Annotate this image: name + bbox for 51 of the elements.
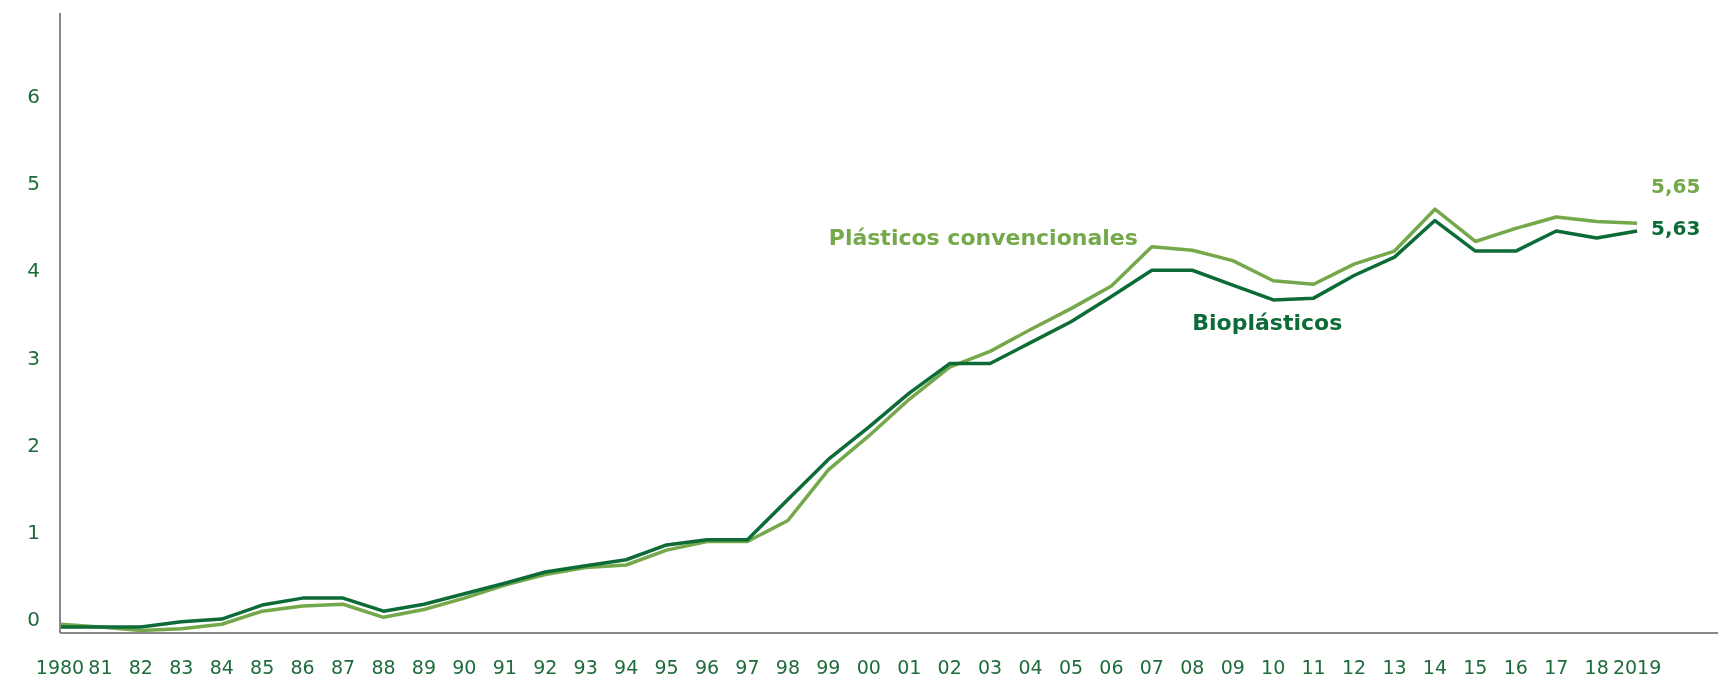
y-tick-label: 0 xyxy=(27,607,40,632)
series-label: Bioplásticos xyxy=(1192,310,1343,336)
x-tick-label: 93 xyxy=(573,656,598,679)
x-tick-label: 82 xyxy=(128,656,153,679)
x-tick-label: 94 xyxy=(614,656,639,679)
x-tick-label: 1980 xyxy=(35,656,85,679)
x-tick-label: 89 xyxy=(411,656,437,679)
annotation: 5,63 xyxy=(1651,216,1701,240)
x-tick-label: 00 xyxy=(856,656,881,679)
x-tick-label: 86 xyxy=(290,656,315,679)
x-tick-label: 91 xyxy=(492,656,517,679)
x-tick-label: 98 xyxy=(775,656,800,679)
y-tick-label: 3 xyxy=(27,345,40,370)
x-tick-label: 97 xyxy=(735,656,760,679)
series-label: Plásticos convencionales xyxy=(828,224,1138,250)
x-tick-label: 16 xyxy=(1503,656,1528,679)
y-tick-label: 4 xyxy=(27,258,40,283)
x-tick-label: 07 xyxy=(1139,656,1164,679)
x-tick-label: 13 xyxy=(1382,656,1407,679)
x-tick-label: 08 xyxy=(1180,656,1205,679)
x-tick-label: 02 xyxy=(937,656,962,679)
x-tick-label: 84 xyxy=(209,656,234,679)
x-tick-label: 15 xyxy=(1463,656,1488,679)
x-tick-label: 96 xyxy=(694,656,720,679)
x-tick-label: 17 xyxy=(1544,656,1569,679)
x-tick-label: 10 xyxy=(1261,656,1286,679)
x-tick-label: 2019 xyxy=(1612,656,1662,679)
x-tick-label: 04 xyxy=(1018,656,1043,679)
x-tick-label: 18 xyxy=(1584,656,1609,679)
x-tick-label: 03 xyxy=(978,656,1003,679)
x-tick-label: 11 xyxy=(1301,656,1326,679)
x-tick-label: 85 xyxy=(250,656,275,679)
y-tick-label: 6 xyxy=(27,83,40,108)
annotation: 5,65 xyxy=(1651,174,1701,199)
x-tick-label: 83 xyxy=(169,656,194,679)
x-tick-label: 88 xyxy=(371,656,396,679)
y-tick-label: 5 xyxy=(27,171,40,196)
x-tick-label: 87 xyxy=(330,656,356,679)
x-tick-label: 14 xyxy=(1422,656,1448,679)
y-tick-label: 2 xyxy=(27,432,40,457)
y-tick-label: 1 xyxy=(27,519,40,544)
x-tick-label: 06 xyxy=(1099,656,1124,679)
x-tick-label: 05 xyxy=(1058,656,1084,679)
x-tick-label: 12 xyxy=(1341,656,1367,679)
x-tick-label: 90 xyxy=(452,656,477,679)
x-tick-label: 95 xyxy=(654,656,679,679)
x-tick-label: 01 xyxy=(897,656,922,679)
x-tick-label: 09 xyxy=(1220,656,1245,679)
x-tick-label: 99 xyxy=(816,656,841,679)
x-tick-label: 92 xyxy=(533,656,558,679)
x-tick-label: 81 xyxy=(88,656,113,679)
